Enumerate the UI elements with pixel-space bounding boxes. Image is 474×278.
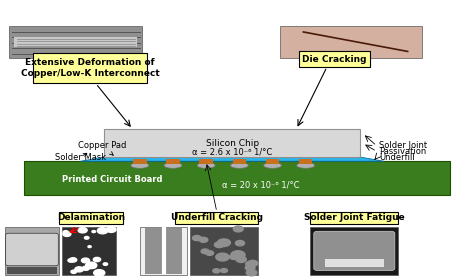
Circle shape <box>229 254 238 259</box>
FancyBboxPatch shape <box>175 212 258 224</box>
FancyBboxPatch shape <box>9 26 142 58</box>
FancyBboxPatch shape <box>140 227 187 275</box>
Text: Silicon Chip: Silicon Chip <box>206 139 259 148</box>
FancyBboxPatch shape <box>6 233 58 266</box>
Circle shape <box>68 259 74 262</box>
Text: Solder Mask: Solder Mask <box>55 153 106 162</box>
Circle shape <box>192 235 201 241</box>
FancyBboxPatch shape <box>200 159 213 164</box>
FancyBboxPatch shape <box>310 212 398 224</box>
Circle shape <box>220 269 228 272</box>
FancyBboxPatch shape <box>5 227 59 275</box>
FancyBboxPatch shape <box>233 159 246 164</box>
Circle shape <box>82 258 90 263</box>
Text: Copper Pad: Copper Pad <box>78 142 127 155</box>
Ellipse shape <box>297 163 315 168</box>
Circle shape <box>236 240 245 246</box>
Circle shape <box>246 261 255 267</box>
FancyBboxPatch shape <box>24 161 450 195</box>
FancyBboxPatch shape <box>59 212 123 224</box>
Text: Passivation: Passivation <box>379 147 427 156</box>
FancyBboxPatch shape <box>190 227 258 275</box>
Circle shape <box>91 265 96 268</box>
Text: Underfill Cracking: Underfill Cracking <box>171 214 263 222</box>
FancyBboxPatch shape <box>314 231 395 270</box>
Text: Solder Joint: Solder Joint <box>379 142 428 150</box>
Circle shape <box>97 228 108 234</box>
Circle shape <box>248 260 258 266</box>
Circle shape <box>218 239 230 247</box>
Ellipse shape <box>197 163 215 168</box>
Circle shape <box>86 262 97 269</box>
Circle shape <box>84 237 89 239</box>
Circle shape <box>71 270 77 273</box>
Circle shape <box>70 258 77 262</box>
FancyBboxPatch shape <box>299 51 370 67</box>
Circle shape <box>82 266 90 270</box>
Ellipse shape <box>164 163 182 168</box>
Text: α = 2.6 x 10⁻⁶ 1/°C: α = 2.6 x 10⁻⁶ 1/°C <box>192 147 273 156</box>
Circle shape <box>199 237 208 242</box>
Circle shape <box>75 267 83 272</box>
Circle shape <box>63 232 71 236</box>
Ellipse shape <box>264 163 282 168</box>
Circle shape <box>213 269 220 273</box>
Circle shape <box>216 253 229 261</box>
Circle shape <box>231 251 245 259</box>
Circle shape <box>92 230 96 233</box>
FancyBboxPatch shape <box>62 227 116 275</box>
FancyBboxPatch shape <box>33 53 147 83</box>
Circle shape <box>92 265 96 267</box>
Circle shape <box>236 256 246 262</box>
FancyBboxPatch shape <box>7 267 57 274</box>
FancyBboxPatch shape <box>266 159 279 164</box>
Circle shape <box>214 242 224 248</box>
Text: α = 20 x 10⁻⁶ 1/°C: α = 20 x 10⁻⁶ 1/°C <box>222 180 300 189</box>
Circle shape <box>103 263 108 265</box>
Ellipse shape <box>131 163 149 168</box>
Text: Extensive Deformation of
Copper/Low-K Interconnect: Extensive Deformation of Copper/Low-K In… <box>21 58 159 78</box>
Circle shape <box>201 249 209 254</box>
Circle shape <box>93 257 100 262</box>
Text: Solder Joint Fatigue: Solder Joint Fatigue <box>304 214 405 222</box>
Circle shape <box>206 251 214 255</box>
Circle shape <box>94 270 105 276</box>
Circle shape <box>78 228 87 233</box>
Circle shape <box>246 270 257 276</box>
FancyBboxPatch shape <box>14 37 137 47</box>
Circle shape <box>106 227 116 232</box>
FancyBboxPatch shape <box>145 228 182 274</box>
FancyBboxPatch shape <box>166 159 180 164</box>
FancyBboxPatch shape <box>299 159 312 164</box>
FancyBboxPatch shape <box>280 26 422 58</box>
Circle shape <box>233 226 243 232</box>
Text: Die Cracking: Die Cracking <box>302 54 366 64</box>
Circle shape <box>63 231 68 234</box>
Text: Printed Circuit Board: Printed Circuit Board <box>62 175 162 184</box>
Ellipse shape <box>230 163 248 168</box>
FancyBboxPatch shape <box>325 259 384 267</box>
Text: Delamination: Delamination <box>57 214 125 222</box>
FancyBboxPatch shape <box>133 159 146 164</box>
FancyBboxPatch shape <box>104 129 360 157</box>
Polygon shape <box>81 157 384 161</box>
FancyBboxPatch shape <box>310 227 398 275</box>
Text: Underfill: Underfill <box>379 153 415 162</box>
Circle shape <box>88 246 91 248</box>
Circle shape <box>245 265 255 270</box>
